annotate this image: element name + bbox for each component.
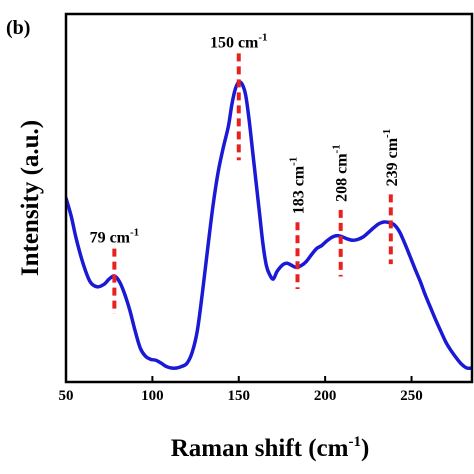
y-axis-title: Intensity (a.u.) <box>17 120 44 276</box>
peak-label-value: 183 cm <box>291 165 308 214</box>
peak-label-value: 79 cm <box>90 230 131 247</box>
x-axis-title-sup: -1 <box>348 434 361 450</box>
x-axis-title-end: ) <box>361 435 369 462</box>
peak-label-sup: -1 <box>258 31 267 43</box>
spectrum-line-0 <box>66 80 472 371</box>
peak-label-1: 150 cm-1 <box>210 31 268 51</box>
x-tick-label-1: 100 <box>141 388 164 404</box>
peak-label-sup: -1 <box>381 129 393 138</box>
x-tick-label-2: 150 <box>228 388 251 404</box>
x-tick-label-3: 200 <box>314 388 337 404</box>
x-axis-title-main: Raman shift (cm <box>171 435 349 462</box>
peak-label-value: 239 cm <box>384 137 401 186</box>
panel-label: (b) <box>6 17 30 39</box>
x-axis-title: Raman shift (cm-1) <box>171 434 370 462</box>
peak-label-sup: -1 <box>331 144 343 153</box>
x-tick-label-4: 250 <box>400 388 423 404</box>
peak-label-sup: -1 <box>288 157 300 166</box>
peak-label-0: 79 cm-1 <box>90 227 140 247</box>
peak-label-3: 208 cm-1 <box>331 144 351 202</box>
peak-label-2: 183 cm-1 <box>288 157 308 215</box>
plot-frame <box>64 12 474 384</box>
x-axis: 50 100 150 200 250 <box>59 376 423 404</box>
peak-label-4: 239 cm-1 <box>381 129 401 187</box>
peak-label-sup: -1 <box>130 227 139 239</box>
x-tick-label-0: 50 <box>59 388 74 404</box>
peak-label-value: 150 cm <box>210 34 259 51</box>
peak-label-value: 208 cm <box>334 153 351 202</box>
